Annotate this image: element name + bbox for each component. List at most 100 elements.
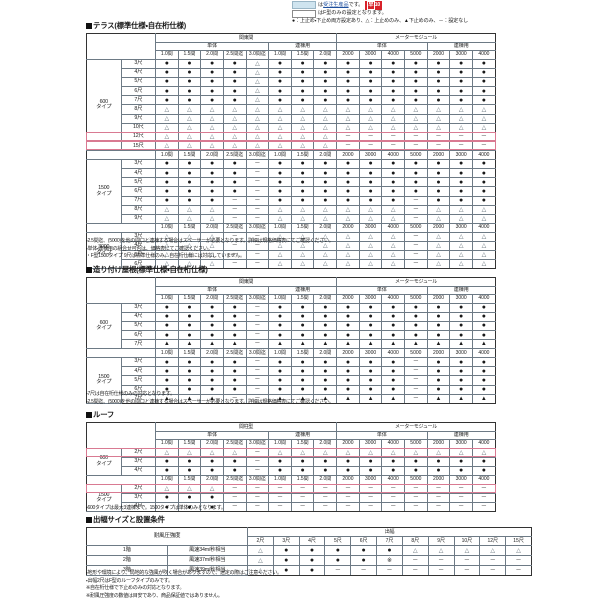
dash-mark-icon: －	[515, 567, 522, 574]
mark-cell-tri: △	[471, 240, 496, 252]
mark-cell-dot: ●	[358, 384, 383, 395]
dash-mark-icon: －	[412, 242, 419, 249]
row-label: 6尺	[120, 259, 156, 270]
mark-cell-dash: －	[313, 483, 338, 494]
dot-mark-icon: ●	[187, 188, 192, 196]
tri-mark-icon: △	[481, 206, 487, 213]
dot-mark-icon: ●	[368, 458, 373, 466]
dash-mark-icon: －	[254, 368, 261, 375]
tri-mark-icon: △	[481, 233, 487, 240]
mark-cell-dot: ●	[426, 168, 451, 179]
dot-mark-icon: ●	[459, 78, 464, 86]
dash-mark-icon: －	[360, 567, 367, 574]
type-label: 600 タイプ	[86, 58, 122, 152]
col-header-2.5間迄: 2.5間迄	[222, 475, 247, 485]
dash-mark-icon: －	[322, 494, 329, 501]
col-header-1.0間: 1.0間	[268, 294, 292, 304]
mark-cell-dot: ●	[222, 302, 247, 313]
mark-cell-ftri: ▲	[381, 339, 406, 350]
mark-cell-dot: ●	[313, 465, 338, 477]
mark-cell-dot: ●	[381, 58, 406, 69]
dot-mark-icon: ●	[300, 304, 305, 312]
mark-cell-dot: ●	[313, 76, 338, 88]
mark-cell-dot: ●	[290, 375, 315, 386]
mark-cell-dot: ●	[471, 86, 496, 97]
dot-mark-icon: ●	[413, 322, 418, 330]
mark-cell-dot: ●	[200, 366, 224, 377]
tri-mark-icon: △	[164, 216, 170, 223]
tri-mark-icon: △	[187, 124, 192, 131]
dash-mark-icon: －	[254, 386, 261, 393]
dash-mark-icon: －	[412, 504, 419, 511]
mark-cell-tri: △	[177, 113, 202, 124]
floor-label: 2階	[86, 555, 168, 566]
dot-mark-icon: ●	[391, 197, 396, 205]
mark-cell-dot: ●	[381, 302, 406, 313]
dash-mark-icon: －	[322, 504, 329, 511]
dot-mark-icon: ●	[164, 160, 169, 168]
mark-cell-dash: －	[245, 447, 270, 458]
tri-mark-icon: △	[232, 449, 238, 456]
mark-cell-dot: ●	[155, 158, 179, 170]
mark-cell-dash: －	[381, 141, 406, 152]
col-header-2.0間: 2.0間	[313, 294, 338, 304]
col-header-2.0間: 2.0間	[313, 50, 338, 60]
mark-cell-dash: －	[479, 555, 507, 566]
dash-mark-icon: －	[390, 504, 397, 511]
tri-mark-icon: △	[277, 449, 283, 456]
mark-cell-dot: ●	[358, 95, 383, 106]
tri-mark-icon: △	[322, 216, 328, 223]
mark-cell-dash: －	[245, 492, 270, 503]
mark-cell-dot: ●	[358, 356, 383, 368]
tri-mark-icon: △	[277, 252, 283, 259]
dot-mark-icon: ●	[309, 567, 315, 574]
mark-cell-dot: ●	[358, 186, 383, 197]
mark-cell-dot: ●	[471, 58, 496, 69]
dash-mark-icon: －	[254, 304, 261, 311]
col-header-4000: 4000	[381, 348, 406, 358]
type-label-line1: 1500	[98, 491, 110, 498]
col-header-3.0間迄: 3.0間迄	[245, 50, 270, 60]
dot-mark-icon: ●	[323, 160, 328, 168]
mark-cell-tri: △	[200, 141, 224, 152]
mark-cell-tri: △	[268, 204, 292, 216]
mark-cell-dot: ●	[381, 177, 406, 188]
mark-cell-dot: ●	[155, 168, 179, 179]
mark-cell-dot: ●	[268, 177, 292, 188]
dot-mark-icon: ●	[187, 367, 192, 375]
tri-mark-icon: △	[255, 143, 260, 150]
mark-cell-dot: ●	[471, 302, 496, 313]
tri-mark-icon: △	[345, 124, 351, 131]
mark-cell-dot: ●	[298, 565, 326, 576]
dot-mark-icon: ●	[368, 467, 373, 475]
section-3-table-wrap: 間柱型 メーターモジュール 単体 連棟用 単体 連棟用 1.0間 1.5間 2.0間 2.5間迄 3…	[86, 422, 496, 513]
mark-cell-tri: △	[155, 213, 179, 225]
col-header-4000: 4000	[471, 294, 496, 304]
type-label-line2: タイプ	[96, 324, 112, 331]
dot-mark-icon: ●	[345, 178, 351, 186]
mark-cell-ftri: ▲	[313, 339, 338, 350]
dash-mark-icon: －	[254, 504, 261, 511]
tri-mark-icon: △	[209, 206, 215, 213]
dot-mark-icon: ●	[187, 376, 192, 384]
outreach-col-header-7尺: 7尺	[376, 536, 403, 546]
dash-mark-icon: －	[412, 216, 419, 223]
col-header-5000: 5000	[404, 439, 428, 449]
mark-cell-tri: △	[290, 447, 315, 458]
dot-mark-icon: ●	[323, 78, 328, 86]
mark-cell-tri: △	[358, 204, 383, 216]
mark-cell-dash: －	[358, 501, 383, 513]
tri-mark-icon: △	[187, 106, 192, 113]
col-header-3000: 3000	[449, 475, 473, 485]
mark-cell-dot: ●	[404, 76, 428, 88]
tri-mark-icon: △	[277, 115, 283, 122]
mark-cell-ftri: ▲	[336, 339, 360, 350]
dash-mark-icon: －	[231, 216, 238, 223]
tri-mark-icon: △	[277, 134, 283, 141]
mark-cell-dot: ●	[200, 195, 224, 206]
mark-cell-dot: ●	[290, 86, 315, 97]
dot-mark-icon: ●	[391, 87, 396, 95]
legend-link-made-to-order: 受注生産品	[323, 2, 349, 8]
col-header-3000: 3000	[358, 50, 383, 60]
dash-mark-icon: －	[277, 504, 284, 511]
